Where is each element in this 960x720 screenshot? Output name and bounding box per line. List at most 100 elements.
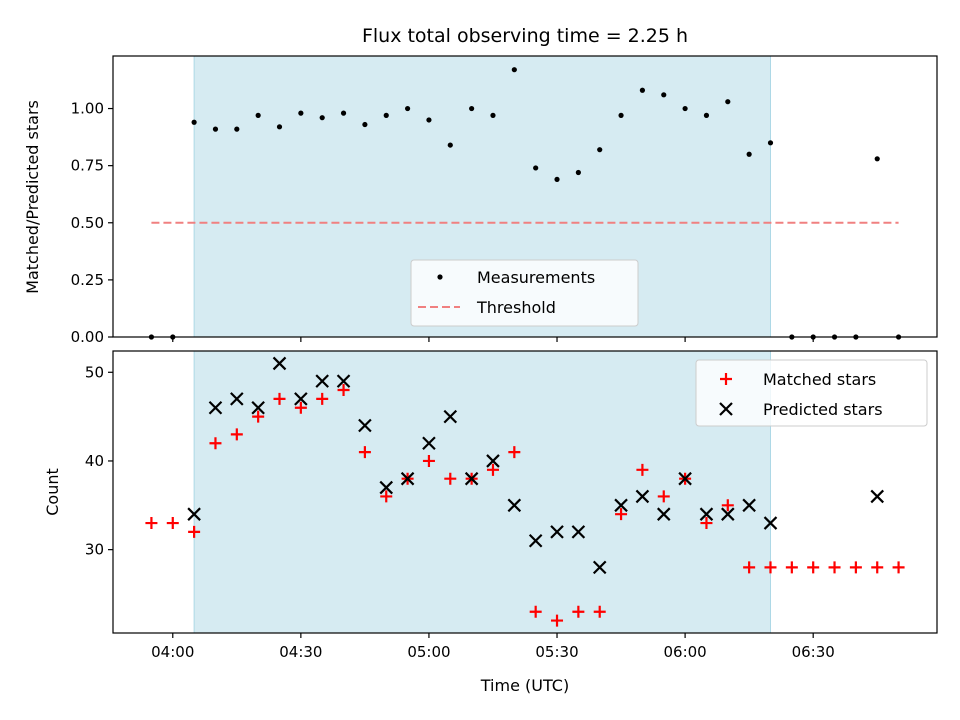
x-tick-label: 06:00: [663, 643, 706, 661]
predicted-stars-point: [400, 471, 415, 486]
matched-stars-point: [422, 454, 435, 467]
measurements-point: [597, 147, 603, 153]
matched-stars-point: [785, 561, 798, 574]
measurements-point: [426, 117, 432, 123]
x-tick-label: 04:00: [151, 643, 194, 661]
measurements-point: [661, 92, 667, 98]
measurements-point: [383, 112, 389, 118]
bottom-axes-frame: [112, 350, 938, 634]
predicted-stars-point: [272, 356, 287, 371]
matched-stars-point: [188, 525, 201, 538]
legend-matched-stars-marker: [720, 373, 732, 385]
measurements-point: [874, 156, 880, 162]
measurements-point: [575, 169, 581, 176]
top-y-axis-label: Matched/Predicted stars: [23, 100, 42, 294]
matched-stars-point: [615, 508, 628, 521]
predicted-stars-point: [721, 507, 735, 521]
predicted-stars-point: [358, 418, 372, 433]
predicted-stars-point: [528, 533, 543, 548]
matched-stars-point: [486, 463, 499, 476]
measurements-point: [618, 112, 624, 118]
measurements-point: [276, 124, 283, 130]
bottom-y-tick-label: 40: [85, 452, 104, 470]
matched-stars-point: [764, 561, 777, 574]
matched-stars-point: [721, 499, 734, 512]
legend-threshold-label: Threshold: [476, 298, 556, 317]
predicted-stars-point: [230, 392, 244, 406]
legend-matched-stars-label: Matched stars: [763, 370, 876, 389]
predicted-stars-point: [699, 507, 714, 521]
measurements-point: [767, 140, 774, 146]
predicted-stars-point: [678, 471, 692, 486]
matched-stars-point: [636, 463, 649, 476]
matched-stars-point: [294, 401, 307, 414]
x-axis-label: Time (UTC): [480, 676, 569, 695]
predicted-stars-point: [208, 400, 223, 415]
measurements-point: [554, 176, 560, 182]
matched-stars-point: [593, 605, 606, 618]
top-y-tick-label: 0.50: [71, 214, 104, 232]
predicted-stars-point: [614, 498, 628, 513]
matched-stars-point: [380, 490, 393, 503]
matched-stars-point: [828, 561, 841, 574]
measurements-point: [255, 112, 261, 118]
measurements-point: [490, 112, 496, 118]
matched-stars-point: [892, 561, 905, 574]
matched-stars-point: [657, 490, 670, 503]
top-y-tick-label: 0.00: [71, 328, 104, 346]
legend-predicted-stars-label: Predicted stars: [763, 400, 883, 419]
predicted-stars-point: [251, 400, 265, 415]
matched-stars-point: [551, 614, 564, 627]
measurements-point: [746, 151, 752, 157]
matched-stars-point: [209, 437, 222, 450]
bottom-legend-box: [695, 359, 928, 427]
bottom-panel: 30 40 50 04:00 04:30 05:00 05:30 06:00 06:30: [85, 350, 938, 661]
x-tick-label: 05:30: [535, 643, 578, 661]
matched-stars-point: [166, 517, 179, 530]
predicted-stars-point: [486, 454, 500, 468]
legend-measurements-marker: [437, 274, 443, 280]
matched-stars-point: [273, 392, 286, 405]
matched-stars-point: [871, 561, 884, 574]
matched-stars-point: [337, 384, 350, 397]
measurements-point: [362, 121, 368, 128]
predicted-stars-point: [550, 525, 564, 539]
top-y-tick-label: 0.75: [71, 157, 104, 175]
predicted-stars-point: [763, 516, 778, 530]
measurements-point: [404, 105, 411, 112]
predicted-stars-point: [336, 374, 351, 388]
top-y-tick-label: 1.00: [71, 100, 104, 118]
predicted-stars-point: [379, 480, 394, 495]
matched-stars-point: [444, 472, 457, 485]
predicted-stars-point: [422, 436, 436, 451]
matched-stars-point: [316, 392, 329, 405]
bottom-y-tick-label: 30: [85, 541, 104, 559]
measurements-point: [340, 110, 347, 116]
top-y-tick-label: 0.25: [71, 271, 104, 289]
predicted-stars-point: [656, 507, 671, 521]
measurements-point: [447, 142, 453, 148]
top-legend-box: [410, 259, 639, 327]
matched-stars-point: [145, 517, 158, 530]
matched-stars-point: [230, 428, 243, 441]
predicted-stars-point: [187, 507, 201, 521]
chart-title: Flux total observing time = 2.25 h: [362, 25, 688, 47]
bottom-y-tick-label: 50: [85, 363, 104, 381]
predicted-stars-point: [742, 498, 756, 513]
bottom-y-axis-label: Count: [43, 468, 62, 516]
measurements-point: [682, 105, 688, 112]
measurements-point: [234, 126, 240, 132]
x-tick-label: 06:30: [792, 643, 835, 661]
measurements-point: [511, 67, 517, 73]
measurements-point: [319, 115, 325, 121]
predicted-stars-point: [571, 525, 586, 539]
x-tick-label: 04:30: [279, 643, 322, 661]
measurements-point: [469, 105, 475, 112]
measurements-point: [191, 119, 197, 125]
matched-stars-point: [849, 561, 862, 574]
measurements-point: [298, 110, 304, 116]
matched-stars-point: [572, 605, 585, 618]
measurements-point: [725, 99, 731, 105]
